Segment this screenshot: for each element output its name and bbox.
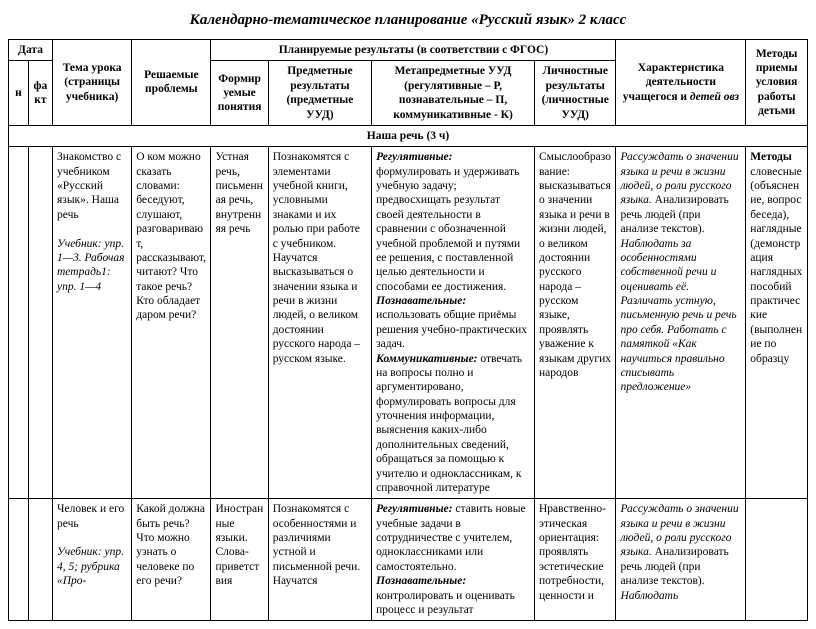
- hdr-date: Дата: [9, 40, 53, 61]
- cell-fakt: [28, 499, 52, 621]
- planning-table: Дата Тема урока (страницы учебника) Реша…: [8, 39, 808, 621]
- cell-meta: Регулятивные: формулировать и удерживать…: [372, 147, 535, 499]
- cell-methods: Методы словесные (объяснение, вопрос бес…: [746, 147, 808, 499]
- cell-subject: Познакомятся с особенностями и различиям…: [268, 499, 371, 621]
- cell-n: [9, 499, 29, 621]
- hdr-problems: Решаемые проблемы: [132, 40, 211, 126]
- cell-topic: Знакомство с учебником «Русский язык». Н…: [53, 147, 132, 499]
- cell-methods: [746, 499, 808, 621]
- cell-personal: Смыслообразование: высказываться о значе…: [535, 147, 616, 499]
- cell-problems: О ком можно сказать словами: беседуют, с…: [132, 147, 211, 499]
- header-row-1: Дата Тема урока (страницы учебника) Реша…: [9, 40, 808, 61]
- cell-meta: Регулятивные: ставить новые учебные зада…: [372, 499, 535, 621]
- hdr-meta: Метапредметные УУД (регулятивные – Р, по…: [372, 61, 535, 126]
- cell-fakt: [28, 147, 52, 499]
- hdr-methods: Методы приемы условия работы детьми: [746, 40, 808, 126]
- table-row: Человек и его речь Учебник: упр. 4, 5; р…: [9, 499, 808, 621]
- cell-problems: Какой должна быть речь? Что можно узнать…: [132, 499, 211, 621]
- cell-topic: Человек и его речь Учебник: упр. 4, 5; р…: [53, 499, 132, 621]
- cell-personal: Нравственно-этическая ориентация: проявл…: [535, 499, 616, 621]
- hdr-date-n: н: [9, 61, 29, 126]
- hdr-formed: Формируемые понятия: [211, 61, 268, 126]
- section-row: Наша речь (3 ч): [9, 125, 808, 146]
- hdr-activity: Характеристика деятельности учащегося и …: [616, 40, 746, 126]
- hdr-subject: Предметные результаты (предметные УУД): [268, 61, 371, 126]
- cell-n: [9, 147, 29, 499]
- hdr-personal: Личностные результаты (личностные УУД): [535, 61, 616, 126]
- hdr-date-fakt: факт: [28, 61, 52, 126]
- cell-formed: Иностранные языки. Слова-приветствия: [211, 499, 268, 621]
- hdr-topic: Тема урока (страницы учебника): [53, 40, 132, 126]
- section-title: Наша речь (3 ч): [9, 125, 808, 146]
- cell-subject: Познакомятся с элементами учебной книги,…: [268, 147, 371, 499]
- cell-formed: Устная речь, письменная речь, внутренняя…: [211, 147, 268, 499]
- cell-activity: Рассуждать о значении языка и речи в жиз…: [616, 499, 746, 621]
- hdr-planned: Планируемые результаты (в соответствии с…: [211, 40, 616, 61]
- page-title: Календарно-тематическое планирование «Ру…: [8, 12, 808, 29]
- cell-activity: Рассуждать о значении языка и речи в жиз…: [616, 147, 746, 499]
- table-row: Знакомство с учебником «Русский язык». Н…: [9, 147, 808, 499]
